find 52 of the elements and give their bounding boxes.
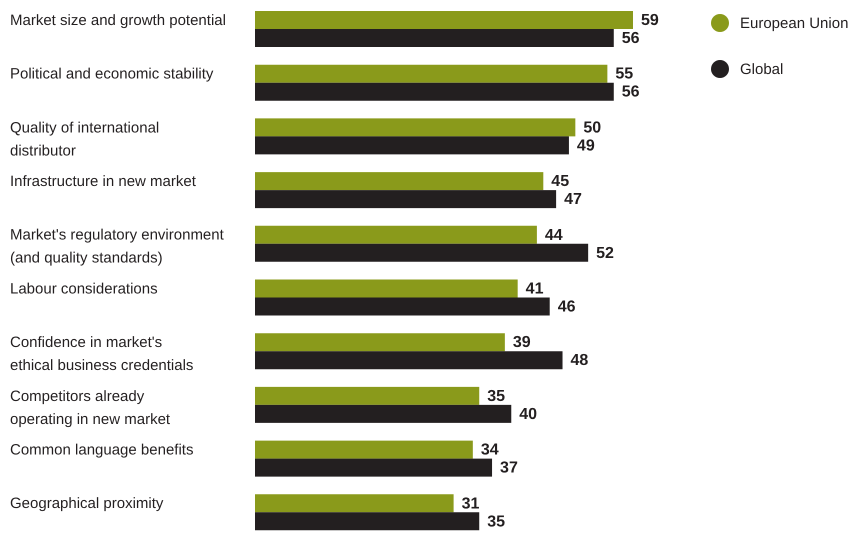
y-tick-label: Confidence in market's ethical business credentials: [10, 334, 194, 374]
bar: [255, 404, 512, 423]
data-label: 55: [615, 66, 634, 83]
data-label: 48: [570, 352, 588, 370]
bar: [255, 136, 569, 154]
y-tick-label: Infrastructure in new market: [10, 172, 197, 190]
y-tick-label: Labour considerations: [10, 280, 158, 298]
data-label: 35: [487, 388, 506, 405]
bar: [255, 190, 556, 208]
y-tick-label: Geographical proximity: [10, 495, 164, 512]
bar: [255, 458, 492, 477]
data-label: 35: [487, 513, 506, 530]
bar: [255, 64, 608, 83]
data-label: 39: [512, 334, 531, 352]
data-label: 56: [622, 30, 640, 47]
bar: [255, 512, 480, 530]
data-label: 52: [596, 244, 614, 262]
legend-label: Global: [740, 60, 784, 78]
data-label: 37: [500, 460, 518, 477]
data-label: 41: [526, 280, 544, 298]
data-label: 31: [462, 495, 480, 512]
bar: [255, 118, 576, 136]
bar: [255, 29, 614, 47]
bar: [255, 11, 633, 29]
data-label: 50: [583, 119, 602, 136]
data-label: 59: [641, 12, 659, 29]
bar: [255, 226, 537, 244]
data-label: 45: [551, 173, 570, 190]
data-label: 49: [576, 137, 595, 154]
data-label: 34: [480, 442, 499, 459]
data-label: 44: [544, 226, 563, 244]
data-label: 56: [622, 84, 640, 101]
data-label: 47: [564, 191, 582, 208]
y-tick-label: Competitors already operating in new market: [10, 388, 171, 428]
bar: [255, 386, 480, 405]
bar: [255, 351, 563, 370]
data-label: 46: [558, 298, 576, 316]
legend-label: European Union: [740, 14, 848, 32]
bar: [255, 298, 550, 316]
y-tick-label: Quality of international distributor: [10, 119, 160, 160]
bar: [255, 172, 544, 190]
y-tick-label: Common language benefits: [10, 441, 194, 458]
y-tick-label: Political and economic stability: [10, 66, 214, 83]
bar: [255, 333, 505, 352]
y-tick-label: Market size and growth potential: [10, 12, 226, 29]
data-label: 40: [519, 406, 538, 423]
bar: [255, 494, 454, 512]
bar: [255, 82, 614, 101]
bar: [255, 244, 588, 262]
y-tick-label: Market's regulatory environment (and quality standards): [10, 226, 225, 267]
bar: [255, 440, 473, 459]
bar: [255, 280, 518, 298]
